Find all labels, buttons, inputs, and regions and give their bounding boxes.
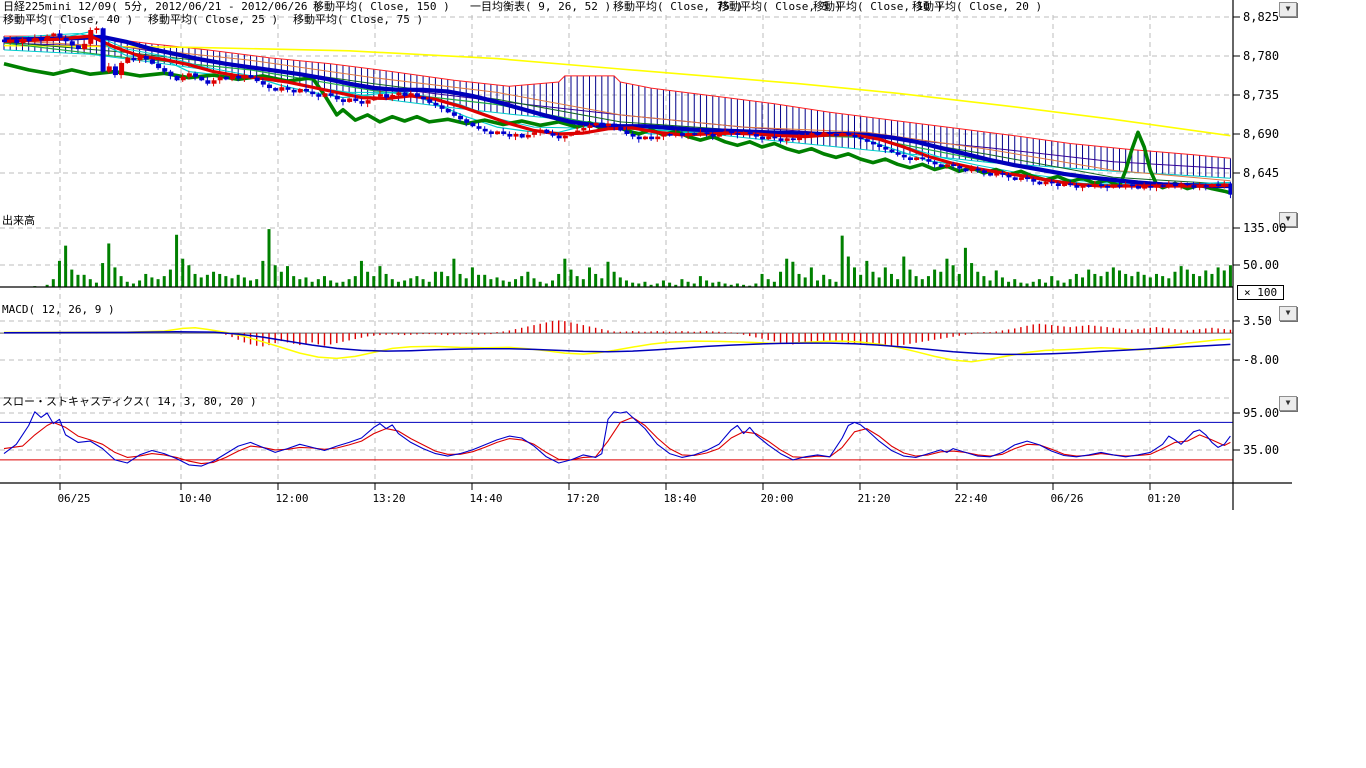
x-axis-label: 01:20: [1147, 492, 1181, 505]
x-axis-label: 06/25: [57, 492, 91, 505]
y-axis-label: 8,735: [1243, 88, 1280, 102]
volume-pane-dropdown-button[interactable]: ▼: [1279, 212, 1297, 227]
indicator-label: 移動平均( Close, 5 ): [718, 0, 842, 13]
x-axis-label: 18:40: [663, 492, 697, 505]
indicator-label: 移動平均( Close, 75 ): [613, 0, 744, 13]
macd-pane-dropdown-button[interactable]: ▼: [1279, 306, 1297, 321]
y-axis-label: 50.00: [1243, 258, 1280, 272]
indicator-label: 移動平均( Close, 40 ): [3, 13, 134, 26]
x-axis-label: 22:40: [954, 492, 988, 505]
indicator-legend-row-2: 移動平均( Close, 40 ) 移動平均( Close, 25 ) 移動平均( …: [0, 14, 1230, 26]
x-axis-label: 12:00: [275, 492, 309, 505]
x-axis-label: 17:20: [566, 492, 600, 505]
y-axis-label: 35.00: [1243, 443, 1280, 457]
y-axis-label: 8,780: [1243, 49, 1280, 63]
stochastics-pane-dropdown-button[interactable]: ▼: [1279, 396, 1297, 411]
y-axis-label: -8.00: [1243, 353, 1280, 367]
x-axis-label: 14:40: [469, 492, 503, 505]
indicator-legend-row-1: 日経225mini 12/09( 5分, 2012/06/21 - 2012/0…: [0, 1, 1230, 13]
price-pane-dropdown-button[interactable]: ▼: [1279, 2, 1297, 17]
indicator-label: 一目均衡表( 9, 26, 52 ): [470, 0, 612, 13]
indicator-label: 移動平均( Close, 25 ): [148, 13, 279, 26]
volume-unit-box: × 100: [1237, 285, 1285, 300]
indicator-label: 移動平均( Close, 75 ): [293, 13, 424, 26]
x-axis-label: 21:20: [857, 492, 891, 505]
y-axis-label: 8,645: [1243, 166, 1280, 180]
x-axis-label: 13:20: [372, 492, 406, 505]
indicator-label: 移動平均( Close, 20 ): [912, 0, 1043, 13]
y-axis-label: 8,690: [1243, 127, 1280, 141]
y-axis-label: 8,825: [1243, 10, 1280, 24]
x-axis-label: 10:40: [178, 492, 212, 505]
volume-pane-label: 出来高: [2, 214, 35, 227]
y-axis-label: 95.00: [1243, 406, 1280, 420]
candlesticks: [2, 26, 1232, 199]
indicator-label: 移動平均( Close, 10 ): [813, 0, 944, 13]
stochastics-plot: [0, 411, 1233, 467]
stochastics-pane-label: スロー・ストキャスティクス( 14, 3, 80, 20 ): [2, 395, 257, 408]
y-axis-label: 3.50: [1243, 314, 1272, 328]
macd-plot: [0, 320, 1233, 363]
instrument-title: 日経225mini 12/09( 5分, 2012/06/21 - 2012/0…: [3, 0, 321, 13]
macd-pane-label: MACD( 12, 26, 9 ): [2, 303, 115, 316]
x-axis-label: 06/26: [1050, 492, 1084, 505]
axes: [0, 0, 1292, 510]
indicator-label: 移動平均( Close, 150 ): [313, 0, 450, 13]
y-axis-label: 135.00: [1243, 221, 1287, 235]
volume-bars: [33, 229, 1232, 287]
x-axis-label: 20:00: [760, 492, 794, 505]
